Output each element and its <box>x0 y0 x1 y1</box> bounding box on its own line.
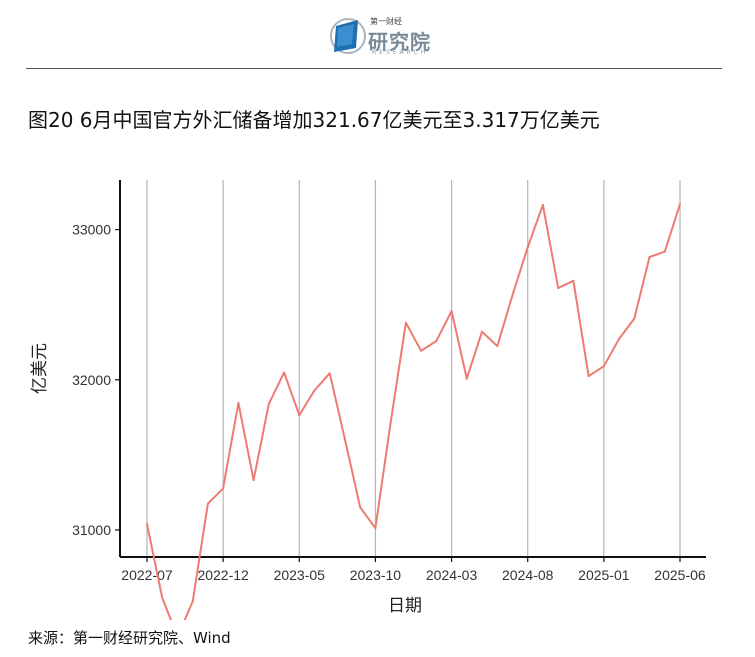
line-chart: 2022-07 2022-12 2023-05 2023-10 2024-03 2024-… <box>30 180 706 620</box>
data-point <box>496 345 499 348</box>
axis-labels: 日期 亿美元 <box>30 343 422 616</box>
data-point <box>267 402 270 405</box>
x-tick-label: 2023-05 <box>274 567 326 583</box>
data-point <box>618 337 621 340</box>
data-point <box>587 375 590 378</box>
x-tick-label: 2023-10 <box>350 567 402 583</box>
data-point <box>481 330 484 333</box>
data-point <box>313 389 316 392</box>
data-point <box>252 479 255 482</box>
y-axis-label: 亿美元 <box>30 343 50 394</box>
reserves-series-line <box>146 203 681 620</box>
data-point <box>161 596 164 599</box>
data-point <box>237 402 240 405</box>
data-point <box>511 294 514 297</box>
data-point <box>435 340 438 343</box>
data-point <box>283 371 286 374</box>
logo-cn-text: 研究院 <box>368 30 431 54</box>
x-tick-label: 2024-03 <box>426 567 478 583</box>
data-point <box>359 506 362 509</box>
data-point <box>298 414 301 417</box>
data-point <box>648 256 651 259</box>
source-note: 来源：第一财经研究院、Wind <box>28 629 231 647</box>
y-tick-label: 33000 <box>72 222 111 238</box>
axes: 2022-07 2022-12 2023-05 2023-10 2024-03 2024-… <box>72 180 706 583</box>
y-tick-label: 32000 <box>72 372 111 388</box>
y-tick-label: 31000 <box>72 522 111 538</box>
data-point <box>557 286 560 289</box>
x-tick-label: 2025-06 <box>654 567 706 583</box>
header-divider <box>26 68 722 69</box>
x-tick-label: 2024-08 <box>502 567 554 583</box>
data-point <box>222 487 225 490</box>
logo-small-text: 第一财经 <box>370 17 402 26</box>
data-point <box>679 203 681 206</box>
research-logo: 第一财经 研究院 RESEARCH <box>328 12 438 58</box>
series-layer <box>146 203 681 620</box>
data-point <box>374 527 377 530</box>
data-point <box>343 438 346 441</box>
data-point <box>602 365 605 368</box>
data-point <box>191 600 194 603</box>
x-tick-label: 2025-01 <box>578 567 630 583</box>
chart-title: 图20 6月中国官方外汇储备增加321.67亿美元至3.317万亿美元 <box>28 108 600 132</box>
data-point <box>633 317 636 320</box>
logo-en-text: RESEARCH <box>372 49 429 56</box>
data-point <box>465 377 468 380</box>
x-tick-label: 2022-07 <box>121 567 173 583</box>
data-point <box>420 349 423 352</box>
data-point <box>541 203 544 206</box>
logo-emblem-icon <box>330 18 366 54</box>
data-point <box>450 310 453 313</box>
data-point <box>328 372 331 375</box>
data-point <box>404 321 407 324</box>
data-point <box>526 246 529 249</box>
x-axis-label: 日期 <box>388 596 422 616</box>
x-tick-label: 2022-12 <box>197 567 249 583</box>
data-point <box>146 522 148 525</box>
data-point <box>206 502 209 505</box>
grid-lines <box>146 180 681 557</box>
data-point <box>572 279 575 282</box>
data-point <box>389 421 392 424</box>
data-point <box>663 250 666 253</box>
